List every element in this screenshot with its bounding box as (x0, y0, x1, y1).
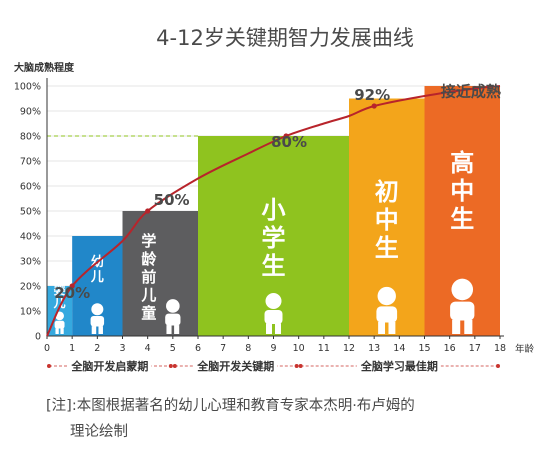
x-axis-label: 年龄 (515, 343, 535, 355)
y-tick-label: 90% (20, 107, 41, 118)
bar (122, 211, 198, 336)
x-tick-label: 0 (44, 343, 50, 354)
bar-label: 高中生 (450, 149, 474, 233)
curve-marker (371, 103, 377, 109)
y-tick-label: 30% (20, 257, 41, 268)
bar-label: 婴儿 (53, 283, 66, 310)
curve-annotation: 接近成熟 (441, 83, 501, 101)
note-line-2: 理论绘制 (70, 423, 128, 440)
x-tick-label: 9 (270, 343, 276, 354)
x-tick-label: 13 (368, 343, 380, 354)
child-icon (54, 311, 65, 334)
curve-annotation: 20% (54, 284, 90, 302)
y-tick-label: 20% (20, 282, 41, 293)
curve-annotation: 92% (354, 86, 390, 104)
x-tick-label: 2 (94, 343, 100, 354)
curve-marker (472, 85, 478, 92)
bar-label: 学龄前儿童 (140, 232, 157, 322)
x-tick-label: 3 (119, 343, 125, 354)
y-tick-label: 0 (35, 332, 41, 343)
x-tick-label: 7 (220, 343, 226, 354)
curve-markers (69, 85, 478, 289)
curve-marker (283, 133, 289, 139)
x-tick-label: 18 (494, 343, 506, 354)
y-tick-label: 10% (20, 307, 41, 318)
chart-title: 4-12岁关键期智力发展曲线 (156, 26, 414, 50)
phase-range-end (496, 364, 500, 368)
x-tick-label: 12 (343, 343, 355, 354)
child-icon (376, 286, 398, 334)
x-tick-label: 4 (145, 343, 151, 354)
child-figures (54, 278, 475, 334)
x-tick-label: 1 (69, 343, 75, 354)
phase-range-end (168, 364, 173, 368)
y-tick-label: 40% (20, 232, 41, 243)
x-tick-label: 16 (444, 343, 456, 354)
phase-range-end (47, 364, 51, 368)
bar-label: 小学生 (262, 196, 286, 280)
x-tick-label: 6 (195, 343, 201, 354)
child-icon (450, 278, 475, 334)
y-tick-labels: 0 10% 20% 30% 40% 50% 60% 70% 80% 90% 100% (14, 82, 41, 343)
x-tick-labels: 0 1 2 3 4 5 6 7 8 9 10 11 12 13 14 15 16 17 18 (44, 336, 506, 354)
x-tick-label: 5 (170, 343, 176, 354)
curve-marker (69, 283, 75, 289)
phase-range-end (294, 364, 299, 368)
phase-label: 全脑学习最佳期 (360, 359, 438, 373)
child-icon (264, 293, 283, 334)
x-tick-label: 15 (418, 343, 430, 354)
note-line-1: [注]:本图根据著名的幼儿心理和教育专家本杰明·布卢姆的 (46, 397, 415, 414)
y-tick-label: 50% (20, 207, 41, 218)
y-tick-label: 70% (20, 157, 41, 168)
curve-annotations: 20% 50% 80% 92% 接近成熟 (54, 83, 501, 303)
phase-label: 全脑开发关键期 (196, 359, 274, 373)
curve-annotation: 50% (154, 191, 190, 209)
curve-marker (145, 208, 151, 214)
y-tick-label: 100% (14, 82, 41, 93)
y-axis-label: 大脑成熟程度 (14, 61, 75, 74)
phase-range-end (298, 364, 303, 368)
y-tick-label: 80% (20, 132, 41, 143)
x-tick-label: 10 (293, 343, 305, 354)
phase-labels: 全脑开发启蒙期 全脑开发关键期 全脑学习最佳期 (47, 358, 500, 374)
bar-label: 初中生 (375, 178, 399, 262)
x-tick-label: 8 (245, 343, 251, 354)
x-tick-label: 14 (393, 343, 405, 354)
bars (47, 86, 500, 336)
y-tick-label: 60% (20, 182, 41, 193)
curve-annotation: 80% (271, 133, 307, 151)
phase-label: 全脑开发启蒙期 (70, 359, 148, 373)
x-tick-label: 17 (469, 343, 481, 354)
phase-range-end (172, 364, 177, 368)
child-icon (90, 303, 105, 334)
x-tick-label: 11 (318, 343, 330, 354)
child-icon (165, 299, 181, 334)
